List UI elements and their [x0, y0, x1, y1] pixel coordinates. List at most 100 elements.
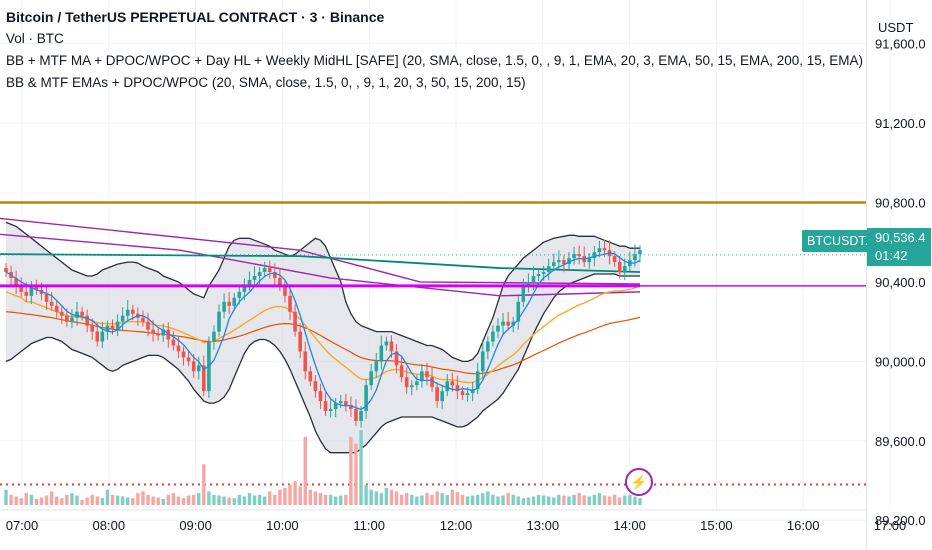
candle-body [506, 321, 510, 326]
volume-bar [207, 491, 211, 505]
volume-bar [75, 495, 79, 505]
volume-bar [60, 498, 64, 505]
indicator-label-2[interactable]: BB & MTF EMAs + DPOC/WPOC (20, SMA, clos… [6, 75, 526, 90]
volume-bar [126, 497, 130, 505]
candle-body [273, 272, 277, 278]
candle-body [283, 285, 287, 296]
volume-bar [110, 494, 115, 505]
candle-body [257, 272, 262, 276]
time-tick-label: 13:00 [527, 518, 560, 533]
candle-body [496, 325, 500, 332]
volume-bar [602, 495, 607, 505]
volume-bar [217, 495, 221, 505]
candle-body [359, 411, 363, 421]
candle-body [125, 309, 130, 316]
candle-body [338, 401, 343, 404]
candle-body [59, 311, 64, 316]
candle-body [344, 401, 348, 406]
volume-bar [34, 498, 39, 505]
volume-bar [202, 464, 206, 505]
candle-body [521, 285, 526, 302]
bollinger-band-fill [6, 222, 640, 453]
symbol-title[interactable]: Bitcoin / TetherUS PERPETUAL CONTRACT · … [6, 9, 385, 25]
volume-bar [379, 493, 384, 505]
levels-front [0, 254, 866, 288]
candle-body [394, 351, 399, 366]
volume-bar [19, 498, 23, 505]
price-tick-label: 90,800.0 [875, 196, 926, 211]
candle-body [70, 317, 74, 322]
lightning-icon[interactable]: ⚡ [625, 468, 653, 496]
candle-body [212, 331, 216, 342]
candle-body [308, 371, 313, 382]
chart-legend: Bitcoin / TetherUS PERPETUAL CONTRACT · … [6, 6, 863, 94]
volume-bar [262, 496, 267, 505]
candle-body [420, 371, 424, 382]
candle-body [617, 262, 622, 273]
volume-bar [638, 498, 642, 505]
candle-body [176, 345, 181, 352]
volume-indicator-label[interactable]: Vol · BTC [6, 31, 64, 46]
volume-bar [450, 489, 455, 505]
candle-body [511, 321, 515, 326]
time-tick-label: 08:00 [93, 518, 126, 533]
volume-bar [227, 497, 231, 505]
volume-bar [415, 496, 419, 505]
volume-bar [186, 495, 191, 505]
volume-bar [120, 496, 125, 505]
indicator-label-1[interactable]: BB + MTF MA + DPOC/WPOC + Day HL + Weekl… [6, 53, 864, 68]
volume-bar [420, 495, 424, 505]
volume-bar [278, 489, 282, 505]
price-scale[interactable] [866, 0, 932, 550]
candle-body [252, 275, 257, 280]
volume-bar [55, 496, 59, 505]
candle-body [486, 341, 490, 352]
candle-body [389, 341, 394, 352]
candle-body [303, 351, 308, 372]
candle-body [567, 258, 571, 265]
volume-bar [501, 495, 505, 505]
volume-bar [572, 494, 576, 505]
volume-bar [283, 488, 287, 505]
candle-body [237, 291, 242, 298]
volume-bar [308, 489, 313, 505]
candle-body [95, 331, 100, 342]
candle-body [435, 387, 439, 402]
volume-bar [257, 494, 262, 505]
volume-bar [24, 493, 28, 505]
volume-bar [44, 495, 49, 505]
price-tick-label: 89,200.0 [875, 513, 926, 528]
candle-body [415, 381, 419, 386]
price-tick-label: 91,200.0 [875, 116, 926, 131]
candle-body [328, 409, 333, 412]
candle-body [29, 285, 34, 296]
volume-bar [521, 498, 526, 505]
volume-bar [191, 494, 196, 505]
candle-body [475, 371, 480, 390]
candle-body [602, 248, 607, 251]
volume-bar [197, 493, 201, 505]
time-tick-label: 15:00 [700, 518, 733, 533]
candle-body [450, 381, 455, 386]
candle-body [19, 285, 24, 292]
candle-body [562, 260, 566, 265]
volume-bar [4, 489, 8, 505]
currency-label[interactable]: USDT [878, 20, 914, 35]
volume-bar [364, 484, 368, 505]
candle-body [24, 291, 29, 296]
volume-bar [470, 495, 475, 505]
volume-bar [161, 498, 165, 505]
volume-bar [460, 494, 465, 505]
price-axis-labels: 91,600.0 91,200.0 90,800.0 90,400.0 90,000.0… [875, 37, 926, 529]
candle-body [242, 285, 247, 292]
candle-body [146, 321, 150, 330]
candle-body [404, 377, 409, 388]
volume-bar [222, 496, 226, 505]
volume-bar [562, 495, 566, 505]
levels-back [0, 201, 866, 486]
volume-bar [491, 494, 495, 505]
candle-body [288, 295, 292, 312]
price-tick-label: 89,600.0 [875, 434, 926, 449]
candle-body [622, 266, 627, 273]
